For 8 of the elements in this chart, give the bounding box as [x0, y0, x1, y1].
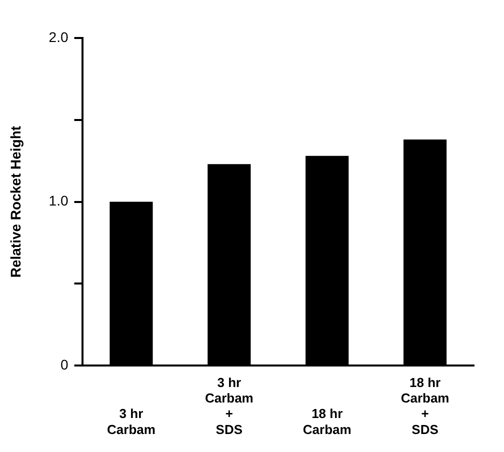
x-tick-label: 3 hr Carbam + SDS [204, 374, 254, 437]
y-tick-label: 0 [60, 356, 68, 372]
y-tick-label: 1.0 [48, 192, 68, 209]
y-axis-title: Relative Rocket Height [7, 126, 24, 278]
y-tick-label: 2.0 [48, 28, 68, 45]
x-tick-label: 18 hr Carbam + SDS [400, 374, 450, 437]
x-tick-label: 3 hr Carbam [107, 406, 156, 437]
x-tick-label: 18 hr Carbam [302, 406, 352, 437]
